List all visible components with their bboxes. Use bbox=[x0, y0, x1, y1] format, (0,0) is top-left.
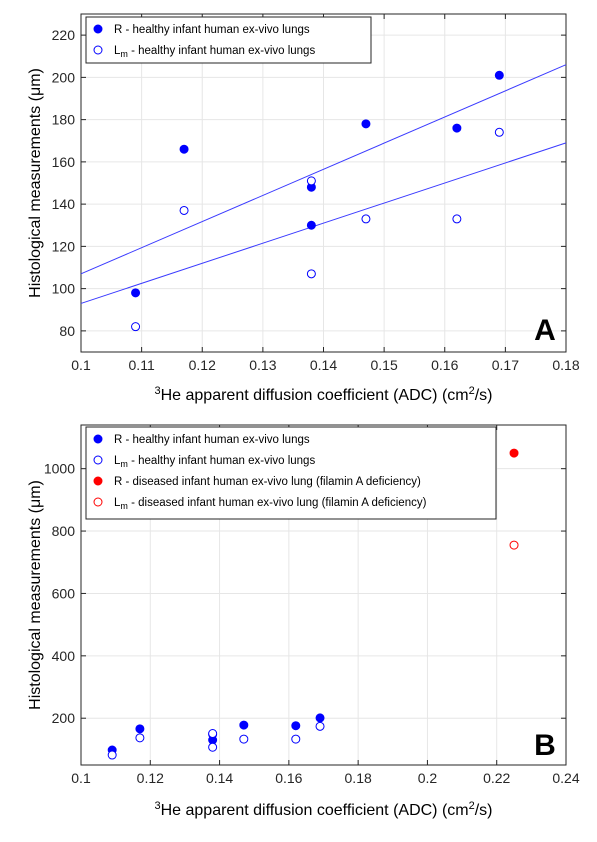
regression-line bbox=[80, 142, 567, 304]
y-tick-label: 400 bbox=[52, 648, 76, 664]
data-point-open bbox=[131, 322, 141, 332]
series-3 bbox=[509, 540, 519, 550]
y-tick-label: 80 bbox=[59, 323, 75, 339]
axes-box bbox=[80, 424, 567, 766]
y-tick-label: 160 bbox=[52, 154, 76, 170]
y-axis-label: Histological measurements (μm) bbox=[27, 68, 44, 298]
panel-label: A bbox=[534, 314, 556, 347]
x-tick-label: 0.17 bbox=[492, 357, 519, 373]
data-point-open bbox=[452, 214, 462, 224]
x-tick-label: 0.11 bbox=[129, 357, 155, 373]
data-point-filled bbox=[131, 288, 141, 298]
y-tick-label: 600 bbox=[52, 585, 76, 601]
x-axis-label: 3He apparent diffusion coefficient (ADC)… bbox=[154, 385, 492, 404]
data-point-filled bbox=[306, 220, 316, 230]
legend-marker bbox=[93, 45, 103, 55]
data-point-open bbox=[179, 205, 189, 215]
y-axis-label: Histological measurements (μm) bbox=[27, 480, 44, 710]
y-tick-label: 140 bbox=[52, 196, 76, 212]
legend-marker bbox=[93, 497, 103, 507]
series-2 bbox=[509, 448, 519, 458]
data-point-filled bbox=[179, 144, 189, 154]
y-tick-label: 200 bbox=[52, 710, 76, 726]
data-point-open bbox=[208, 742, 218, 752]
legend-entry: R - diseased infant human ex-vivo lung (… bbox=[114, 476, 421, 488]
x-tick-label: 0.1 bbox=[71, 357, 91, 373]
x-tick-label: 0.22 bbox=[483, 770, 510, 786]
legend-marker bbox=[93, 476, 103, 486]
legend-box bbox=[85, 426, 497, 520]
data-point-filled bbox=[509, 448, 519, 458]
chart-panel-b: 0.1 0.12 0.14 0.16 0.18 0.2 0.22 0.24 200 400 600 8… bbox=[27, 424, 580, 819]
x-tick-label: 0.13 bbox=[249, 357, 276, 373]
data-point-open bbox=[135, 733, 145, 743]
y-tick-label: 120 bbox=[52, 238, 76, 254]
y-tick-label: 800 bbox=[52, 523, 76, 539]
x-axis-label: 3He apparent diffusion coefficient (ADC)… bbox=[154, 800, 492, 819]
x-tick-label: 0.12 bbox=[189, 357, 216, 373]
regression-line bbox=[80, 64, 567, 275]
x-tick-label: 0.16 bbox=[275, 770, 302, 786]
legend-entry: Lm - healthy infant human ex-vivo lungs bbox=[114, 45, 315, 59]
y-tick-label: 200 bbox=[52, 69, 76, 85]
legend-entry: Lm - healthy infant human ex-vivo lungs bbox=[114, 455, 315, 469]
y-tick-label: 180 bbox=[52, 112, 76, 128]
legend-marker bbox=[93, 24, 103, 34]
x-tick-label: 0.24 bbox=[552, 770, 579, 786]
x-tick-label: 0.16 bbox=[431, 357, 458, 373]
data-point-open bbox=[494, 127, 504, 137]
series-0 bbox=[131, 70, 504, 298]
data-point-filled bbox=[239, 720, 249, 730]
data-point-filled bbox=[135, 724, 145, 734]
legend: R - healthy infant human ex-vivo lungs Lm… bbox=[85, 16, 372, 64]
y-tick-label: 100 bbox=[52, 281, 76, 297]
x-tick-label: 0.14 bbox=[206, 770, 233, 786]
x-tick-label: 0.14 bbox=[310, 357, 337, 373]
data-point-open bbox=[306, 176, 316, 186]
y-tick-label: 1000 bbox=[44, 461, 75, 477]
series-1 bbox=[107, 721, 325, 760]
data-point-open bbox=[291, 734, 301, 744]
x-tick-label: 0.1 bbox=[71, 770, 91, 786]
panel-label: B bbox=[534, 729, 556, 762]
x-tick-label: 0.18 bbox=[552, 357, 579, 373]
data-point-open bbox=[361, 214, 371, 224]
data-point-open bbox=[315, 721, 325, 731]
data-point-open bbox=[208, 728, 218, 738]
data-point-filled bbox=[361, 119, 371, 129]
y-tick-label: 220 bbox=[52, 27, 76, 43]
data-point-open bbox=[239, 734, 249, 744]
data-point-filled bbox=[291, 721, 301, 731]
legend-marker bbox=[93, 434, 103, 444]
legend-marker bbox=[93, 455, 103, 465]
data-point-filled bbox=[494, 70, 504, 80]
x-tick-label: 0.2 bbox=[418, 770, 438, 786]
data-point-open bbox=[306, 269, 316, 279]
legend-entry: R - healthy infant human ex-vivo lungs bbox=[114, 434, 310, 446]
data-point-filled bbox=[315, 713, 325, 723]
legend: R - healthy infant human ex-vivo lungs Lm… bbox=[85, 426, 497, 520]
series-1 bbox=[131, 127, 504, 332]
legend-box bbox=[85, 16, 372, 64]
data-point-open bbox=[107, 750, 117, 760]
chart-panel-a: 0.1 0.11 0.12 0.13 0.14 0.15 0.16 0.17 0.18 80 100… bbox=[27, 13, 580, 404]
x-tick-label: 0.18 bbox=[345, 770, 372, 786]
legend-entry: Lm - diseased infant human ex-vivo lung … bbox=[114, 497, 427, 511]
x-tick-label: 0.15 bbox=[371, 357, 398, 373]
data-point-filled bbox=[452, 123, 462, 133]
legend-entry: R - healthy infant human ex-vivo lungs bbox=[114, 24, 310, 36]
x-tick-label: 0.12 bbox=[137, 770, 164, 786]
data-point-open bbox=[509, 540, 519, 550]
